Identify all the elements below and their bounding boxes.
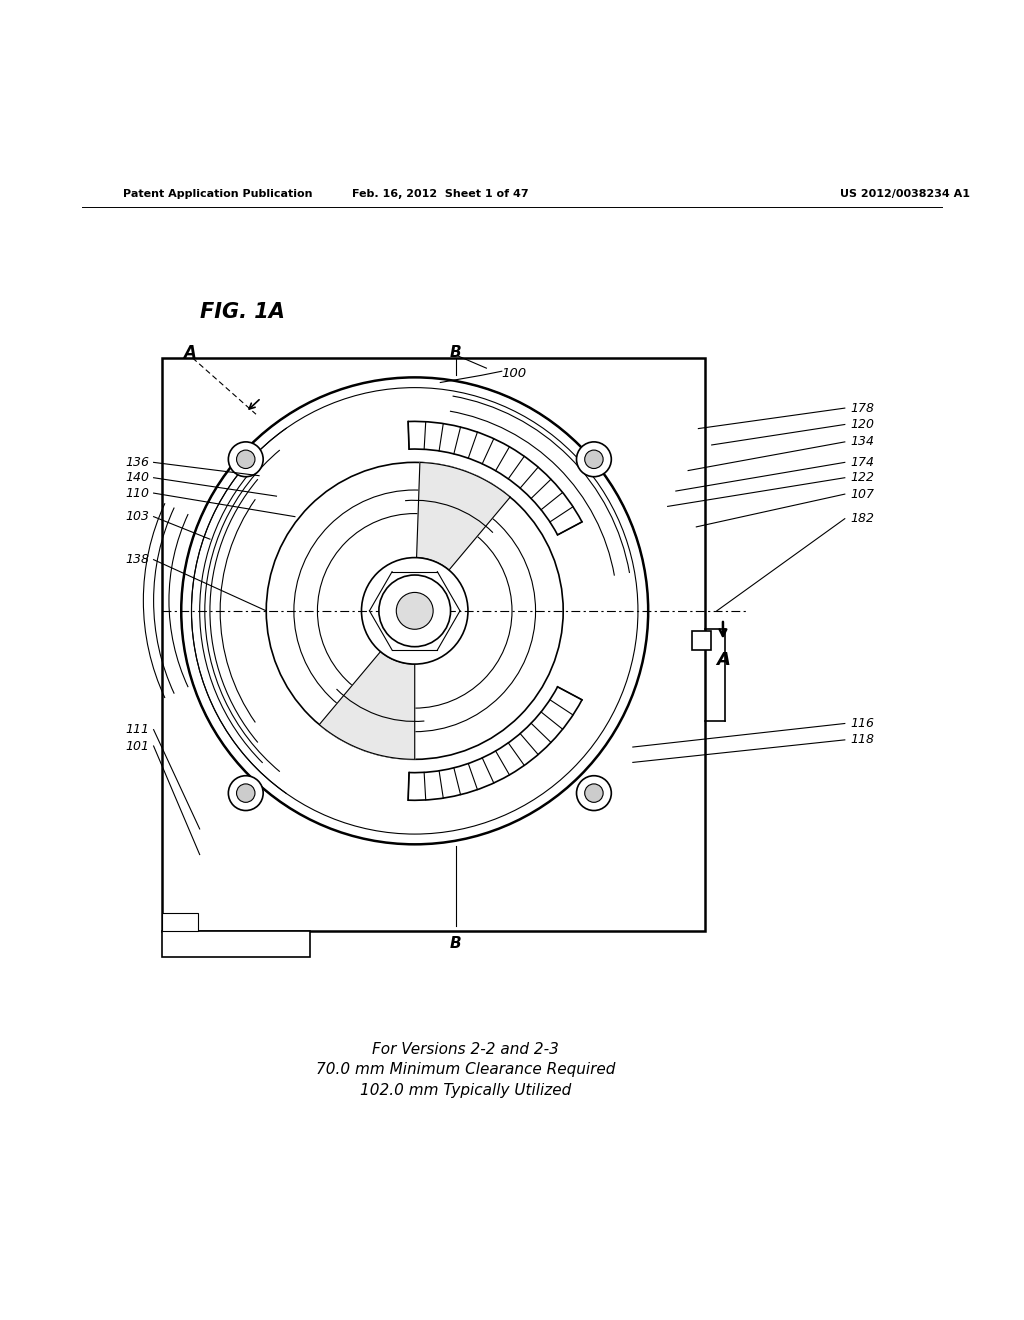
Text: 174: 174 — [850, 455, 873, 469]
Polygon shape — [319, 652, 415, 759]
Text: FIG. 1A: FIG. 1A — [200, 302, 285, 322]
Bar — [692, 631, 711, 649]
Circle shape — [577, 442, 611, 477]
Circle shape — [396, 593, 433, 630]
Text: 102.0 mm Typically Utilized: 102.0 mm Typically Utilized — [360, 1082, 571, 1098]
Circle shape — [379, 576, 451, 647]
Bar — [162, 932, 310, 957]
Text: 118: 118 — [850, 734, 873, 746]
Circle shape — [361, 557, 468, 664]
Text: Patent Application Publication: Patent Application Publication — [123, 189, 312, 199]
Bar — [162, 913, 198, 932]
Text: 103: 103 — [126, 510, 150, 523]
Circle shape — [237, 450, 255, 469]
Circle shape — [585, 784, 603, 803]
Text: 111: 111 — [126, 723, 150, 737]
Text: US 2012/0038234 A1: US 2012/0038234 A1 — [840, 189, 970, 199]
Text: 136: 136 — [126, 455, 150, 469]
Text: 100: 100 — [502, 367, 527, 380]
Circle shape — [585, 450, 603, 469]
Text: B: B — [450, 346, 462, 360]
Text: 120: 120 — [850, 418, 873, 430]
Text: For Versions 2-2 and 2-3: For Versions 2-2 and 2-3 — [373, 1041, 559, 1056]
Text: A: A — [716, 651, 730, 669]
Polygon shape — [417, 462, 510, 570]
Circle shape — [181, 378, 648, 845]
Text: Feb. 16, 2012  Sheet 1 of 47: Feb. 16, 2012 Sheet 1 of 47 — [352, 189, 528, 199]
Text: 178: 178 — [850, 401, 873, 414]
Circle shape — [228, 442, 263, 477]
Text: 140: 140 — [126, 471, 150, 484]
Text: 107: 107 — [850, 487, 873, 500]
Circle shape — [577, 776, 611, 810]
Text: 116: 116 — [850, 717, 873, 730]
Text: 138: 138 — [126, 553, 150, 566]
Text: 101: 101 — [126, 739, 150, 752]
Text: 122: 122 — [850, 471, 873, 484]
Bar — [162, 358, 705, 932]
Text: 70.0 mm Minimum Clearance Required: 70.0 mm Minimum Clearance Required — [316, 1063, 615, 1077]
Text: 182: 182 — [850, 512, 873, 525]
Circle shape — [228, 776, 263, 810]
Text: B: B — [450, 936, 462, 952]
Circle shape — [237, 784, 255, 803]
Text: 110: 110 — [126, 487, 150, 499]
Text: A: A — [183, 343, 196, 362]
Text: 134: 134 — [850, 436, 873, 449]
